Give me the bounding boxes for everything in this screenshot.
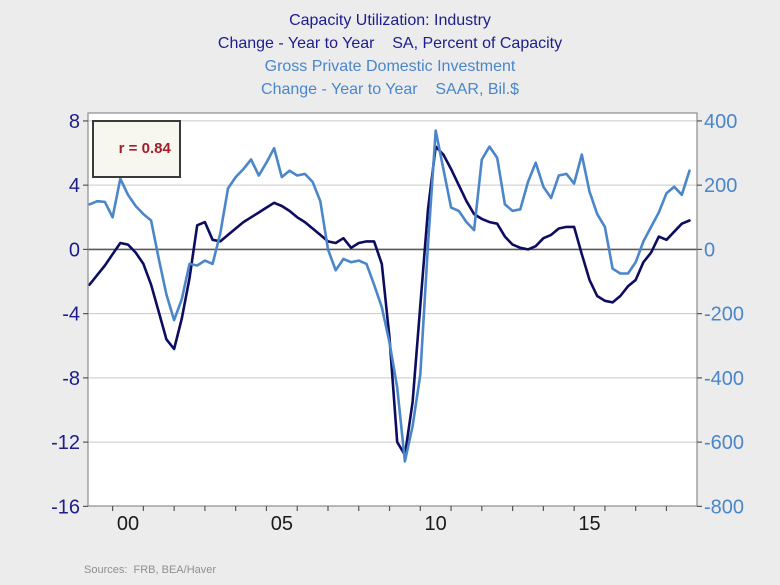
gpdi-line bbox=[88, 129, 691, 463]
title-line-2: Change - Year to Year SA, Percent of Cap… bbox=[217, 35, 563, 52]
y-right-tick-label: -600 bbox=[704, 432, 744, 454]
y-left-tick-label: -16 bbox=[51, 496, 80, 518]
correlation-value: r = 0.84 bbox=[118, 140, 171, 157]
title-line-1: Capacity Utilization: Industry bbox=[289, 12, 491, 29]
y-right-tick-label: 400 bbox=[704, 111, 737, 133]
y-left-tick-label: 8 bbox=[69, 111, 80, 133]
y-left-tick-label: 4 bbox=[69, 175, 80, 197]
subtitle-line-2: Change - Year to Year SAAR, Bil.$ bbox=[261, 81, 519, 98]
source-note: Sources: FRB, BEA/Haver bbox=[84, 564, 217, 576]
y-right-tick-label: -400 bbox=[704, 368, 744, 390]
plot-background bbox=[88, 113, 697, 506]
y-left-tick-label: -12 bbox=[51, 432, 80, 454]
y-right-tick-label: 200 bbox=[704, 175, 737, 197]
x-tick-label: 10 bbox=[425, 513, 447, 535]
x-tick-label: 05 bbox=[271, 513, 293, 535]
y-left-tick-label: 0 bbox=[69, 239, 80, 261]
y-left-tick-label: -4 bbox=[62, 304, 80, 326]
subtitle-line-1: Gross Private Domestic Investment bbox=[264, 58, 516, 75]
x-tick-label: 15 bbox=[578, 513, 600, 535]
correlation-badge: r = 0.84 bbox=[92, 120, 181, 178]
chart-titles: Capacity Utilization: Industry Change - … bbox=[0, 9, 780, 101]
y-right-tick-label: 0 bbox=[704, 239, 715, 261]
x-tick-label: 00 bbox=[117, 513, 139, 535]
y-right-tick-label: -800 bbox=[704, 496, 744, 518]
y-right-tick-label: -200 bbox=[704, 304, 744, 326]
plot-frame bbox=[87, 112, 698, 507]
y-left-tick-label: -8 bbox=[62, 368, 80, 390]
